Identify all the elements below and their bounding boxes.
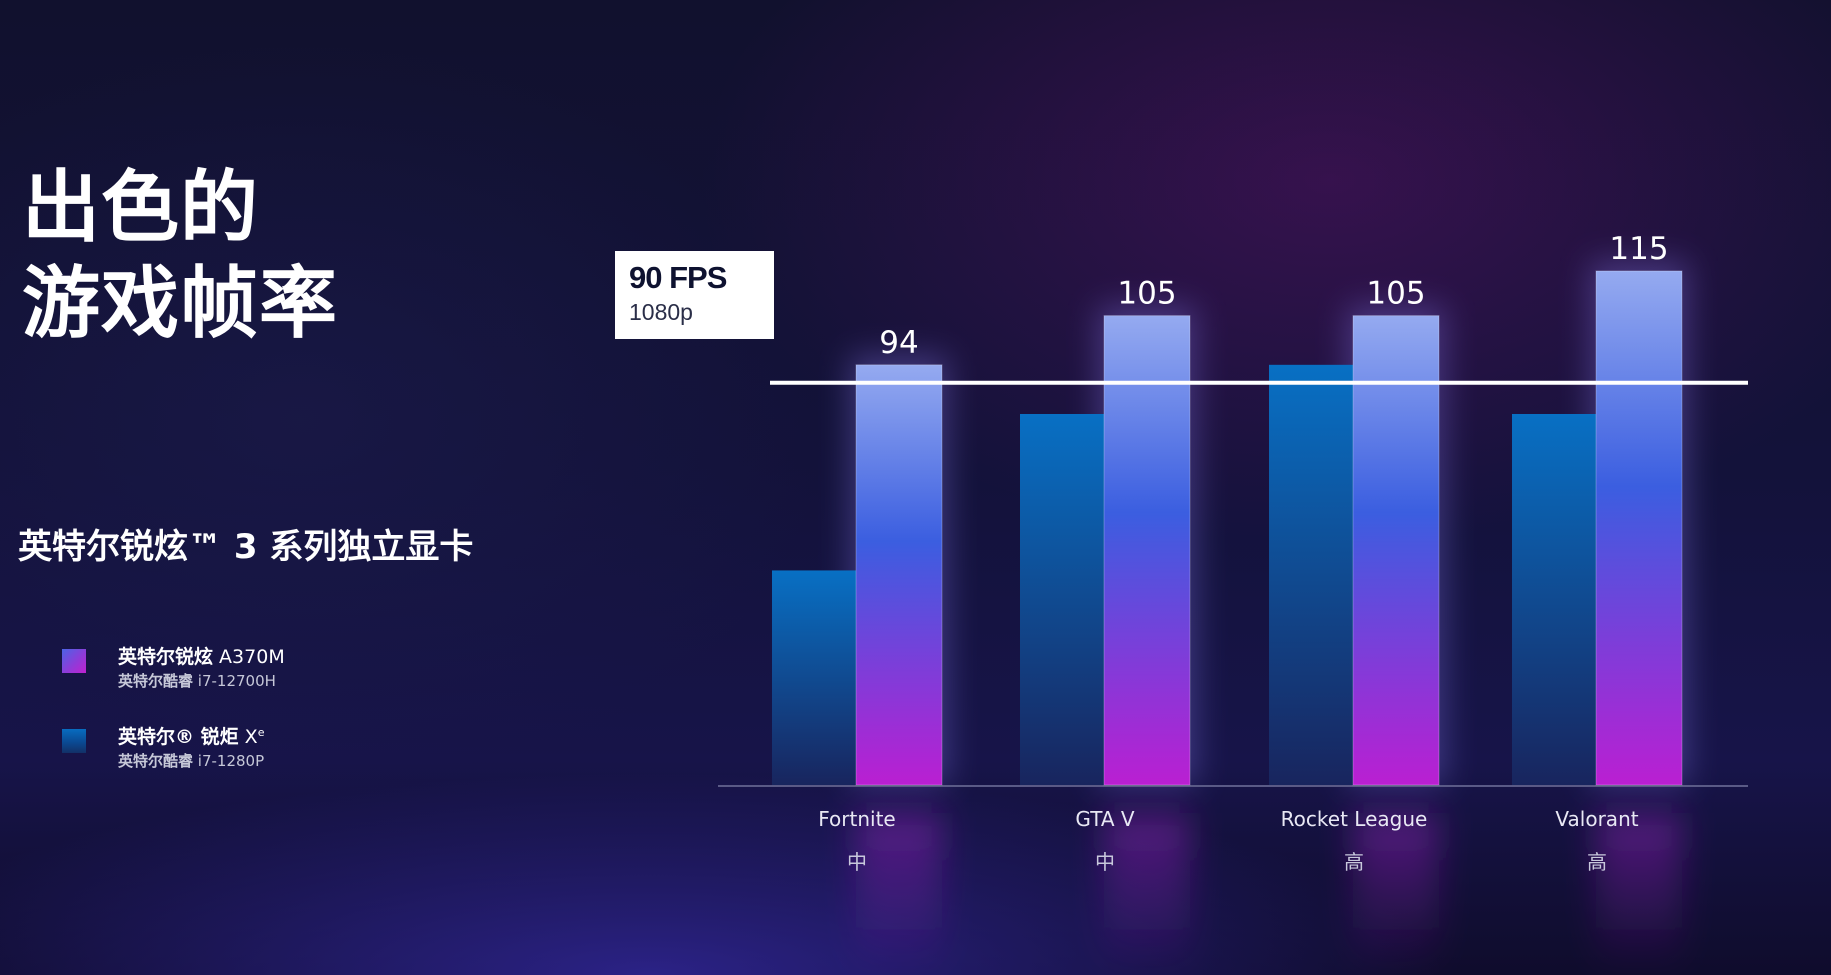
- data-label-arc-0: 94: [879, 325, 918, 361]
- legend-name-arc: 英特尔锐炫 A370M: [118, 645, 285, 669]
- x-setting-label-0: 中: [847, 850, 867, 874]
- bar-arc-3: [1596, 270, 1682, 785]
- bar-arc-reflection-0: [856, 813, 942, 973]
- x-tick-label-3: Valorant: [1555, 807, 1638, 831]
- legend-swatch-xe: [62, 729, 86, 753]
- x-setting-label-3: 高: [1587, 850, 1607, 874]
- legend-item-arc: 英特尔锐炫 A370M 英特尔酷睿 i7-12700H: [62, 645, 462, 691]
- x-tick-label-1: GTA V: [1075, 807, 1134, 831]
- title-line-2: 游戏帧率: [22, 259, 339, 349]
- legend-cpu-xe-model: i7-1280P: [193, 752, 265, 770]
- bar-arc-reflection-1: [1104, 813, 1190, 973]
- x-setting-label-2: 高: [1344, 850, 1364, 874]
- legend-cpu-arc-model: i7-12700H: [193, 672, 276, 690]
- bar-arc-edge-2: [1352, 315, 1440, 786]
- data-label-arc-1: 105: [1117, 276, 1176, 312]
- bar-xe-0: [772, 570, 856, 785]
- data-label-arc-3: 115: [1609, 231, 1668, 267]
- bar-arc-2: [1353, 315, 1439, 785]
- x-tick-label-0: Fortnite: [818, 807, 895, 831]
- legend-name-xe-model: X: [238, 726, 258, 748]
- bar-arc-1: [1104, 315, 1190, 785]
- legend-cpu-arc: 英特尔酷睿 i7-12700H: [118, 671, 276, 691]
- bar-arc-reflection-2: [1353, 813, 1439, 973]
- chart-legend: 英特尔锐炫 A370M 英特尔酷睿 i7-12700H 英特尔® 锐炬 Xe 英…: [62, 645, 462, 805]
- fps-threshold-value: 90 FPS: [629, 260, 727, 295]
- bar-xe-2: [1269, 364, 1353, 785]
- bar-xe-1: [1020, 413, 1104, 785]
- bar-arc-edge-3: [1595, 270, 1683, 786]
- labels-layer: 94 Fortnite 中 105 GTA V 中 105 Rocket League 高 115…: [818, 231, 1668, 874]
- bar-arc-reflection-3: [1596, 813, 1682, 973]
- x-tick-label-2: Rocket League: [1281, 807, 1428, 831]
- legend-cpu-xe-brand: 英特尔酷睿: [118, 752, 194, 770]
- fps-threshold-resolution: 1080p: [629, 299, 693, 325]
- product-subtitle: 英特尔锐炫™ 3 系列独立显卡: [18, 527, 474, 567]
- legend-name-xe-brand: 英特尔® 锐炬: [118, 726, 239, 748]
- legend-name-arc-model: A370M: [213, 646, 285, 668]
- bars-layer: [718, 270, 1748, 787]
- legend-name-xe-superscript: e: [257, 726, 265, 739]
- bar-xe-3: [1512, 413, 1596, 785]
- bar-arc-edge-0: [855, 364, 943, 786]
- title-line-1: 出色的: [22, 163, 260, 253]
- legend-item-xe: 英特尔® 锐炬 Xe 英特尔酷睿 i7-1280P: [62, 725, 462, 771]
- legend-cpu-xe: 英特尔酷睿 i7-1280P: [118, 751, 264, 771]
- fps-threshold-label: 90 FPS 1080p: [615, 251, 774, 339]
- legend-name-arc-brand: 英特尔锐炫: [118, 646, 214, 668]
- legend-cpu-arc-brand: 英特尔酷睿: [118, 672, 194, 690]
- page-title: 出色的 游戏帧率: [22, 160, 482, 352]
- bar-arc-edge-1: [1103, 315, 1191, 786]
- x-setting-label-1: 中: [1095, 850, 1115, 874]
- bar-reflection-layer: [856, 813, 1682, 973]
- legend-swatch-arc: [62, 649, 86, 673]
- bar-arc-0: [856, 364, 942, 785]
- legend-name-xe: 英特尔® 锐炬 Xe: [118, 725, 264, 749]
- data-label-arc-2: 105: [1366, 276, 1425, 312]
